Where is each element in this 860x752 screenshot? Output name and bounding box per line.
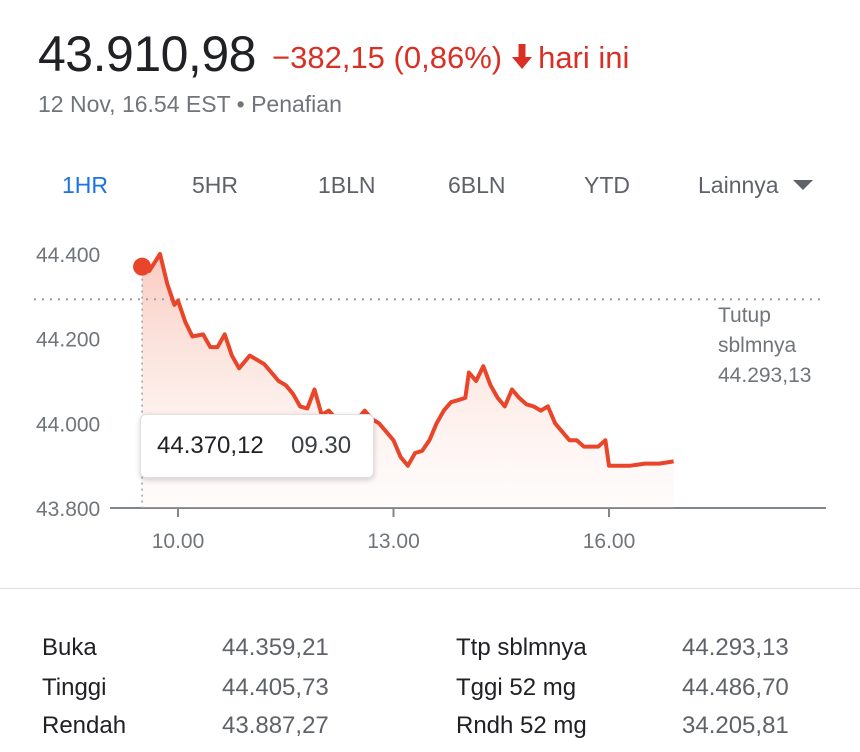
x-tick-label: 10.00 — [152, 530, 205, 553]
y-tick-label: 43.800 — [36, 498, 100, 521]
stat-52w-high-label: Tggi 52 mg — [456, 674, 577, 701]
tooltip-time: 09.30 — [291, 432, 352, 459]
stat-open-value: 44.359,21 — [222, 634, 329, 661]
stat-open-label: Buka — [42, 634, 97, 661]
tooltip-value: 44.370,12 — [157, 432, 264, 459]
tab-6bln[interactable]: 6BLN — [448, 168, 506, 202]
price-change: −382,15 (0,86%) hari ini — [272, 38, 629, 80]
tab-1bln-label: 1BLN — [318, 172, 376, 198]
current-price: 43.910,98 — [38, 26, 256, 82]
disclaimer-link[interactable]: Penafian — [251, 91, 342, 117]
stat-prev-close-label: Ttp sblmnya — [456, 634, 587, 661]
prev-close-value: 44.293,13 — [718, 364, 811, 387]
stat-low-label: Rendah — [42, 712, 127, 739]
price-change-value: −382,15 (0,86%) — [272, 40, 503, 75]
prev-close-label-2: sblmnya — [718, 334, 797, 357]
stat-52w-low-label: Rndh 52 mg — [456, 712, 587, 739]
y-tick-label: 44.000 — [36, 413, 100, 436]
price-change-suffix: hari ini — [538, 40, 630, 75]
tab-1bln[interactable]: 1BLN — [318, 168, 376, 202]
dropdown-caret-icon — [792, 180, 813, 190]
y-tick-label: 44.200 — [36, 329, 100, 352]
tab-ytd-label: YTD — [584, 172, 630, 198]
tab-more-label: Lainnya — [698, 172, 779, 198]
prev-close-label: Tutup — [718, 304, 771, 327]
section-divider — [0, 588, 860, 589]
quote-subline: 12 Nov, 16.54 EST • Penafian — [38, 90, 342, 118]
quote-timestamp: 12 Nov, 16.54 EST — [38, 91, 231, 117]
tab-5hr-label: 5HR — [192, 172, 239, 198]
stat-52w-high-value: 44.486,70 — [682, 674, 789, 701]
stat-52w-low-value: 34.205,81 — [682, 712, 789, 739]
price-line — [141, 252, 674, 468]
y-tick-label: 44.400 — [36, 244, 100, 267]
tab-5hr[interactable]: 5HR — [192, 168, 238, 202]
tab-1hr-label: 1HR — [62, 172, 109, 198]
separator-dot: • — [236, 91, 245, 117]
tab-1hr[interactable]: 1HR — [62, 168, 108, 202]
tab-ytd[interactable]: YTD — [584, 168, 630, 202]
chart-tooltip: 44.370,12 09.30 — [140, 414, 374, 478]
stat-prev-close-value: 44.293,13 — [682, 634, 789, 661]
x-tick-label: 13.00 — [367, 530, 420, 553]
stat-low-value: 43.887,27 — [222, 712, 329, 739]
range-tabs: 1HR 5HR 1BLN 6BLN YTD Lainnya — [0, 168, 860, 202]
tab-6bln-label: 6BLN — [448, 172, 506, 198]
stat-high-value: 44.405,73 — [222, 674, 329, 701]
tab-more-dropdown[interactable]: Lainnya — [698, 168, 813, 202]
stat-high-label: Tinggi — [42, 674, 107, 701]
x-tick-label: 16.00 — [583, 530, 636, 553]
arrow-down-icon — [510, 40, 534, 80]
hover-marker-dot — [133, 257, 152, 276]
